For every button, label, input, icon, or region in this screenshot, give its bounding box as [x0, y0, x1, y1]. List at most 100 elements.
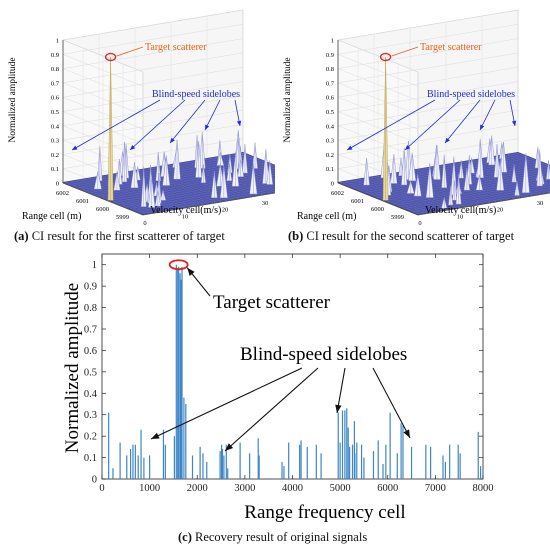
- y-tick-label: 0.3: [84, 410, 97, 421]
- sidelobe-arrow: [71, 99, 161, 151]
- sidelobe-arrowhead: [72, 145, 78, 150]
- sidelobe-arrowhead: [511, 120, 517, 126]
- target-arrow: [391, 46, 419, 57]
- sidelobe-arrowhead: [480, 124, 485, 130]
- z-tick-label: 0.3: [326, 138, 334, 145]
- sidelobe-arrow: [444, 99, 481, 144]
- range-tick-label: 6000: [371, 206, 384, 213]
- x-tick-label: 1000: [139, 483, 160, 494]
- x-tick-label: 5000: [330, 483, 351, 494]
- sidelobe-arrowhead: [236, 120, 242, 126]
- y-tick-label: 0.9: [84, 282, 97, 293]
- sidelobe-arrow: [204, 99, 221, 131]
- target-arrow: [116, 46, 144, 57]
- sidelobe-arrow-3-head: [335, 404, 342, 413]
- z-tick-label: 0.4: [326, 123, 335, 130]
- sidelobe-arrow: [129, 99, 186, 151]
- z-tick-label: 0.5: [51, 109, 59, 116]
- x-tick-label: 0: [99, 483, 104, 494]
- y-tick-label: 0.2: [84, 432, 97, 443]
- plot-area: [101, 253, 484, 480]
- y-tick-label: 0.8: [84, 303, 97, 314]
- x-tick-label: 3000: [234, 483, 255, 494]
- range-tick-label: 6000: [96, 206, 109, 213]
- velocity-tick-label: 0: [418, 220, 421, 227]
- range-tick-label: 6001: [351, 198, 364, 205]
- z-tick-label: 0.2: [326, 152, 334, 159]
- sidelobes-label: Blind-speed sidelobes: [152, 89, 240, 100]
- surface-mesh-line: [393, 178, 550, 205]
- z-tick-label: 0: [331, 181, 334, 188]
- velocity-tick-label: 30: [262, 200, 269, 207]
- z-tick-label: 1: [56, 38, 59, 45]
- velocity-axis-label: Velocity cell(m/s): [150, 205, 221, 216]
- surface-mesh-line: [385, 173, 550, 202]
- surface-mesh-line: [98, 167, 275, 197]
- z-tick-label: 0.1: [326, 166, 334, 173]
- surface-mesh-line: [138, 189, 275, 213]
- velocity-axis-label: Velocity cell(m/s): [425, 205, 496, 216]
- surface-mesh-line: [409, 187, 550, 212]
- sidelobe-arrow: [169, 99, 206, 144]
- y-axis-label: Normalized amplitude: [62, 283, 83, 453]
- sidelobe-arrow-2: [224, 367, 319, 452]
- caption-b: (b) CI result for the second scatterer o…: [288, 229, 514, 244]
- sidelobe-arrow-2-head: [225, 443, 234, 451]
- x-tick-label: 2000: [187, 483, 208, 494]
- velocity-tick-label: 20: [222, 207, 229, 214]
- z-tick-label: 0.3: [51, 138, 59, 145]
- y-tick-label: 0.7: [84, 325, 97, 336]
- sidelobe-arrowhead: [405, 145, 411, 150]
- y-tick-label: 0.6: [84, 346, 97, 357]
- sidelobes-label: Blind-speed sidelobes: [240, 344, 407, 365]
- z-tick-label: 0.6: [51, 95, 60, 102]
- target-scatterer-label: Target scatterer: [145, 42, 207, 53]
- sidelobe-arrow-4-head: [403, 429, 410, 438]
- surface-mesh-line: [397, 180, 550, 207]
- surface-mesh-line: [369, 164, 550, 196]
- range-axis-label: Range cell (m): [22, 211, 81, 222]
- sidelobe-arrowhead: [170, 137, 175, 143]
- sidelobes-label: Blind-speed sidelobes: [427, 89, 515, 100]
- x-axis-label: Range frequency cell: [244, 502, 405, 523]
- caption-c: (c) Recovery result of original signals: [178, 530, 367, 545]
- sidelobe-arrowhead: [130, 145, 136, 150]
- caption-a-label: (a): [14, 229, 29, 243]
- velocity-tick-label: 10: [457, 213, 464, 220]
- z-tick-label: 0.7: [326, 80, 335, 87]
- z-tick-label: 0.6: [326, 95, 335, 102]
- velocity-tick-label: 0: [143, 220, 146, 227]
- target-circle: [379, 52, 392, 62]
- sidelobe-arrow-1-head: [151, 432, 160, 439]
- range-tick-label: 5999: [116, 214, 129, 221]
- x-tick-label: 6000: [377, 483, 398, 494]
- y-tick-label: 0.1: [84, 453, 97, 464]
- surface-mesh-line: [365, 163, 547, 194]
- z-tick-label: 0.7: [51, 80, 60, 87]
- z-tick-label: 0.5: [326, 109, 334, 116]
- z-tick-label: 1: [331, 38, 334, 45]
- z-tick-label: 0.2: [51, 152, 59, 159]
- x-tick-label: 4000: [282, 483, 303, 494]
- range-axis-label: Range cell (m): [297, 211, 356, 222]
- surface-mesh-line: [381, 171, 550, 201]
- x-tick-label: 7000: [425, 483, 446, 494]
- z-axis-label: Normalized amplitude: [283, 57, 293, 142]
- target-circle: [104, 52, 117, 62]
- surface-mesh-line: [238, 152, 275, 168]
- sidelobe-arrowhead: [205, 124, 210, 130]
- y-tick-label: 0.4: [84, 389, 98, 400]
- target-scatterer-label: Target scatterer: [420, 42, 482, 53]
- range-tick-label: 6002: [331, 190, 344, 197]
- range-axis-line: [62, 182, 144, 216]
- surface-mesh-line: [405, 185, 550, 210]
- range-tick-label: 5999: [391, 214, 404, 221]
- surface-mesh-line: [106, 171, 275, 201]
- caption-c-text: Recovery result of original signals: [195, 530, 368, 544]
- velocity-tick-label: 10: [182, 213, 189, 220]
- range-tick-label: 6001: [76, 198, 89, 205]
- velocity-tick-label: 30: [537, 200, 544, 207]
- caption-a: (a) CI result for the first scatterer of…: [14, 229, 225, 244]
- sidelobe-arrow: [346, 99, 436, 151]
- velocity-tick-label: 20: [497, 207, 504, 214]
